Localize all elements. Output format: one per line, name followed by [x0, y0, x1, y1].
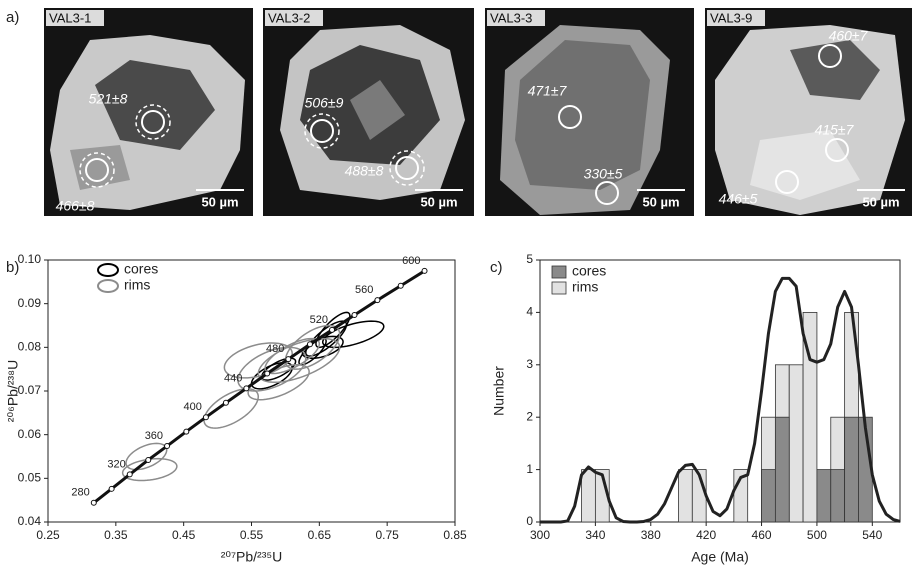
legend-swatch: [552, 282, 566, 294]
x-tick-label: 500: [807, 528, 827, 542]
bar: [817, 470, 831, 522]
spot-age: 466±8: [56, 198, 95, 214]
age-label: 520: [310, 314, 328, 326]
legend-swatch: [98, 280, 118, 292]
y-tick-label: 0.09: [18, 296, 42, 310]
spot-age: 330±5: [584, 166, 623, 182]
scale-label: 50 µm: [862, 194, 899, 209]
age-label: 600: [402, 255, 420, 267]
spot-age: 460±7: [829, 28, 869, 44]
scale-label: 50 µm: [420, 194, 457, 209]
age-label: 560: [355, 284, 373, 296]
bar: [582, 470, 596, 522]
spot-age: 471±7: [528, 83, 568, 99]
legend-swatch: [98, 264, 118, 276]
figure: a) b) c) VAL3-150 µm521±8466±8VAL3-250 µ…: [0, 0, 912, 576]
y-tick-label: 0.06: [18, 427, 42, 441]
legend-label: cores: [124, 261, 158, 277]
scale-label: 50 µm: [642, 194, 679, 209]
x-tick-label: 540: [862, 528, 882, 542]
y-tick-label: 0.04: [18, 514, 42, 528]
age-marker: [307, 342, 312, 347]
age-marker: [203, 415, 208, 420]
age-marker: [398, 283, 403, 288]
plot-area: [91, 268, 427, 505]
y-tick-label: 0.08: [18, 340, 42, 354]
x-tick-label: 420: [696, 528, 716, 542]
age-marker: [127, 472, 132, 477]
age-marker: [422, 268, 427, 273]
error-ellipse: [126, 443, 167, 469]
sample-label: VAL3-9: [710, 10, 752, 25]
y-tick-label: 0.10: [18, 252, 42, 266]
bar: [678, 470, 692, 522]
legend-label: cores: [572, 263, 606, 279]
bar: [762, 470, 776, 522]
age-label: 320: [107, 458, 125, 470]
spot-age: 488±8: [345, 163, 384, 179]
x-tick-label: 0.35: [104, 528, 128, 542]
x-tick-label: 340: [585, 528, 605, 542]
x-axis-label: Age (Ma): [691, 549, 749, 565]
bar: [789, 365, 803, 522]
y-tick-label: 4: [526, 305, 533, 319]
x-tick-label: 0.25: [36, 528, 60, 542]
y-axis-label: ²⁰⁶Pb/²³⁸U: [5, 360, 21, 422]
x-tick-label: 460: [752, 528, 772, 542]
x-tick-label: 0.45: [172, 528, 196, 542]
spot-age: 446±5: [719, 191, 758, 207]
sample-label: VAL3-3: [490, 10, 532, 25]
legend-label: rims: [572, 279, 598, 295]
age-label: 480: [266, 343, 284, 355]
age-marker: [286, 357, 291, 362]
spot-age: 415±7: [815, 122, 855, 138]
x-tick-label: 0.75: [375, 528, 399, 542]
y-tick-label: 5: [526, 252, 533, 266]
y-tick-label: 0.05: [18, 471, 42, 485]
age-marker: [165, 444, 170, 449]
y-tick-label: 1: [526, 462, 533, 476]
bar: [831, 470, 845, 522]
age-marker: [184, 429, 189, 434]
scale-label: 50 µm: [201, 194, 238, 209]
panel-label: c): [490, 259, 503, 276]
sample-label: VAL3-2: [268, 10, 310, 25]
x-axis-label: ²⁰⁷Pb/²³⁵U: [221, 549, 283, 565]
panel-label: a): [6, 9, 19, 26]
error-ellipse: [204, 389, 258, 428]
age-label: 400: [184, 401, 202, 413]
x-tick-label: 300: [530, 528, 550, 542]
age-label: 440: [224, 372, 242, 384]
age-label: 360: [145, 430, 163, 442]
legend-swatch: [552, 266, 566, 278]
age-marker: [330, 327, 335, 332]
sample-label: VAL3-1: [49, 10, 91, 25]
y-axis-label: Number: [491, 366, 507, 416]
age-marker: [375, 298, 380, 303]
age-marker: [109, 486, 114, 491]
spot-age: 521±8: [89, 91, 128, 107]
cl-images: [44, 8, 912, 216]
y-tick-label: 2: [526, 409, 533, 423]
spot-age: 506±9: [305, 95, 344, 111]
bar: [775, 417, 789, 522]
age-marker: [223, 400, 228, 405]
bar: [845, 417, 859, 522]
x-tick-label: 380: [641, 528, 661, 542]
x-tick-label: 0.85: [443, 528, 467, 542]
y-tick-label: 3: [526, 357, 533, 371]
y-tick-label: 0.07: [18, 383, 42, 397]
age-marker: [244, 386, 249, 391]
legend-label: rims: [124, 277, 150, 293]
age-marker: [352, 313, 357, 318]
age-marker: [265, 371, 270, 376]
x-tick-label: 0.55: [240, 528, 264, 542]
age-label: 280: [71, 487, 89, 499]
x-tick-label: 0.65: [308, 528, 332, 542]
y-tick-label: 0: [526, 514, 533, 528]
age-marker: [91, 500, 96, 505]
age-marker: [146, 457, 151, 462]
